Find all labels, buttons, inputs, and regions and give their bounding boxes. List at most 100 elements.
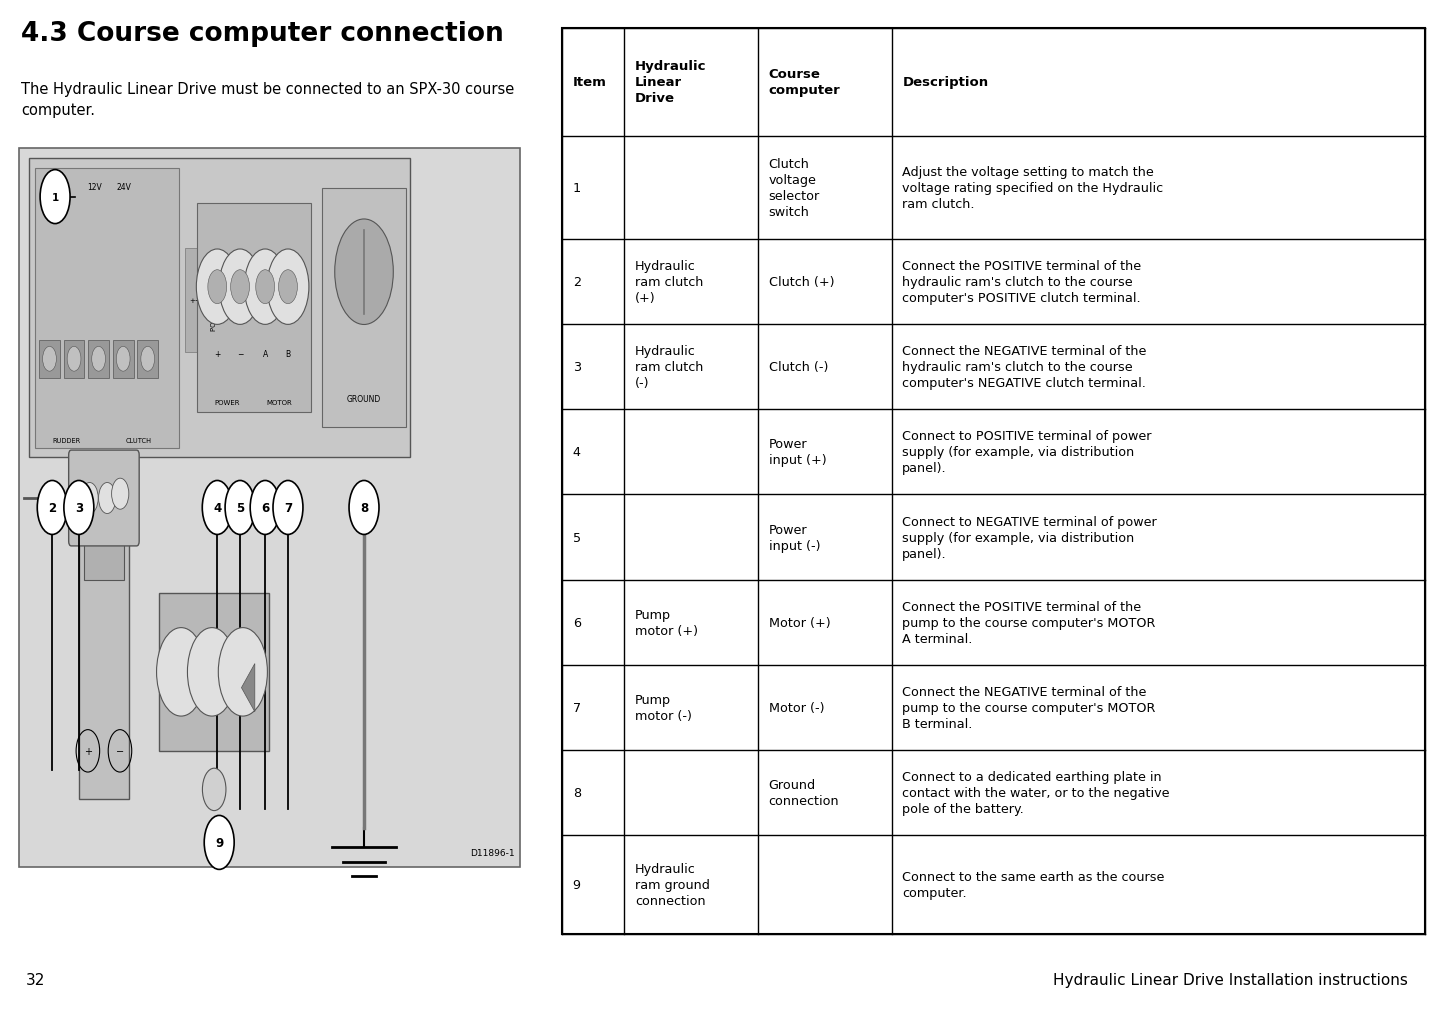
Circle shape bbox=[348, 481, 379, 535]
FancyBboxPatch shape bbox=[39, 340, 60, 378]
Text: B: B bbox=[285, 350, 291, 359]
Circle shape bbox=[156, 628, 205, 716]
Text: Connect the NEGATIVE terminal of the
pump to the course computer's MOTOR
B termi: Connect the NEGATIVE terminal of the pum… bbox=[902, 686, 1156, 731]
Circle shape bbox=[250, 481, 280, 535]
Text: The Hydraulic Linear Drive must be connected to an SPX-30 course
computer.: The Hydraulic Linear Drive must be conne… bbox=[22, 82, 515, 118]
Text: Motor (+): Motor (+) bbox=[769, 616, 830, 629]
Text: Connect the POSITIVE terminal of the
hydraulic ram's clutch to the course
comput: Connect the POSITIVE terminal of the hyd… bbox=[902, 260, 1141, 305]
Text: D11896-1: D11896-1 bbox=[470, 848, 515, 857]
Circle shape bbox=[99, 483, 116, 514]
Text: 3: 3 bbox=[572, 361, 581, 374]
Circle shape bbox=[255, 270, 274, 305]
Text: 7: 7 bbox=[572, 701, 581, 714]
Text: 1: 1 bbox=[52, 193, 59, 203]
Text: 4: 4 bbox=[572, 446, 581, 459]
Text: Connect to POSITIVE terminal of power
supply (for example, via distribution
pane: Connect to POSITIVE terminal of power su… bbox=[902, 430, 1152, 475]
Text: Connect to the same earth as the course
computer.: Connect to the same earth as the course … bbox=[902, 870, 1164, 899]
FancyBboxPatch shape bbox=[30, 159, 410, 458]
Text: −: − bbox=[116, 746, 123, 756]
Text: 2: 2 bbox=[572, 275, 581, 288]
Text: RUDDER: RUDDER bbox=[53, 437, 80, 443]
Text: +: + bbox=[83, 746, 92, 756]
Text: Connect to NEGATIVE terminal of power
supply (for example, via distribution
pane: Connect to NEGATIVE terminal of power su… bbox=[902, 515, 1157, 560]
Circle shape bbox=[188, 628, 237, 716]
FancyBboxPatch shape bbox=[87, 340, 109, 378]
Text: Pump
motor (-): Pump motor (-) bbox=[635, 693, 691, 722]
Circle shape bbox=[92, 347, 106, 372]
Text: Hydraulic
ram clutch
(-): Hydraulic ram clutch (-) bbox=[635, 344, 703, 389]
Text: 24V: 24V bbox=[116, 183, 132, 193]
Text: 8: 8 bbox=[360, 501, 369, 515]
Text: Item: Item bbox=[572, 76, 607, 89]
Circle shape bbox=[43, 347, 56, 372]
Text: A: A bbox=[262, 350, 268, 359]
Text: GROUND: GROUND bbox=[347, 394, 381, 404]
Circle shape bbox=[196, 250, 238, 325]
Text: 9: 9 bbox=[572, 878, 581, 892]
Text: 3: 3 bbox=[75, 501, 83, 515]
Circle shape bbox=[267, 250, 308, 325]
Text: 6: 6 bbox=[572, 616, 581, 629]
FancyBboxPatch shape bbox=[196, 204, 311, 413]
Text: Hydraulic
Linear
Drive: Hydraulic Linear Drive bbox=[635, 60, 707, 105]
Text: 32: 32 bbox=[26, 972, 46, 987]
Text: Pump
motor (+): Pump motor (+) bbox=[635, 608, 698, 637]
Text: POWER, 15 AMP: POWER, 15 AMP bbox=[211, 274, 217, 330]
Text: 5: 5 bbox=[572, 531, 581, 544]
Circle shape bbox=[40, 170, 70, 224]
FancyBboxPatch shape bbox=[19, 149, 521, 866]
Polygon shape bbox=[241, 664, 255, 712]
FancyBboxPatch shape bbox=[83, 523, 123, 580]
Text: Connect the NEGATIVE terminal of the
hydraulic ram's clutch to the course
comput: Connect the NEGATIVE terminal of the hyd… bbox=[902, 344, 1147, 389]
Text: 5: 5 bbox=[237, 501, 244, 515]
FancyBboxPatch shape bbox=[138, 340, 158, 378]
Text: Power
input (-): Power input (-) bbox=[769, 523, 820, 552]
FancyBboxPatch shape bbox=[69, 450, 139, 546]
Circle shape bbox=[202, 768, 227, 811]
Text: +: + bbox=[214, 350, 221, 359]
Circle shape bbox=[112, 479, 129, 510]
Text: 4: 4 bbox=[214, 501, 221, 515]
Text: 4.3 Course computer connection: 4.3 Course computer connection bbox=[22, 21, 505, 47]
Circle shape bbox=[80, 483, 98, 514]
Circle shape bbox=[278, 270, 297, 305]
Text: 7: 7 bbox=[284, 501, 293, 515]
Text: 1: 1 bbox=[572, 181, 581, 195]
FancyBboxPatch shape bbox=[63, 340, 85, 378]
Text: Course
computer: Course computer bbox=[769, 68, 840, 97]
Text: Clutch (-): Clutch (-) bbox=[769, 361, 827, 374]
Text: −: − bbox=[237, 350, 244, 359]
Circle shape bbox=[65, 481, 93, 535]
Circle shape bbox=[204, 815, 234, 869]
Text: 8: 8 bbox=[572, 787, 581, 800]
Text: Hydraulic
ram ground
connection: Hydraulic ram ground connection bbox=[635, 862, 710, 907]
FancyBboxPatch shape bbox=[79, 541, 129, 799]
Text: Ground
connection: Ground connection bbox=[769, 779, 839, 807]
FancyBboxPatch shape bbox=[185, 249, 206, 354]
Text: Motor (-): Motor (-) bbox=[769, 701, 825, 714]
FancyBboxPatch shape bbox=[34, 168, 179, 448]
Circle shape bbox=[334, 220, 393, 325]
Text: +−: +− bbox=[189, 298, 201, 304]
Circle shape bbox=[218, 628, 267, 716]
FancyBboxPatch shape bbox=[562, 29, 1425, 934]
FancyBboxPatch shape bbox=[323, 189, 406, 428]
Circle shape bbox=[116, 347, 130, 372]
Circle shape bbox=[225, 481, 255, 535]
Text: Hydraulic Linear Drive Installation instructions: Hydraulic Linear Drive Installation inst… bbox=[1054, 972, 1408, 987]
Circle shape bbox=[37, 481, 67, 535]
Circle shape bbox=[202, 481, 232, 535]
Text: Power
input (+): Power input (+) bbox=[769, 438, 826, 467]
FancyBboxPatch shape bbox=[159, 593, 270, 751]
Text: 9: 9 bbox=[215, 837, 224, 849]
Text: Adjust the voltage setting to match the
voltage rating specified on the Hydrauli: Adjust the voltage setting to match the … bbox=[902, 165, 1163, 211]
FancyBboxPatch shape bbox=[113, 340, 133, 378]
Text: 12V: 12V bbox=[87, 183, 102, 193]
Text: MOTOR: MOTOR bbox=[265, 399, 291, 406]
Text: 6: 6 bbox=[261, 501, 270, 515]
Text: Hydraulic
ram clutch
(+): Hydraulic ram clutch (+) bbox=[635, 260, 703, 305]
Text: 2: 2 bbox=[49, 501, 56, 515]
Text: Clutch (+): Clutch (+) bbox=[769, 275, 835, 288]
Text: POWER: POWER bbox=[215, 399, 241, 406]
Circle shape bbox=[208, 270, 227, 305]
